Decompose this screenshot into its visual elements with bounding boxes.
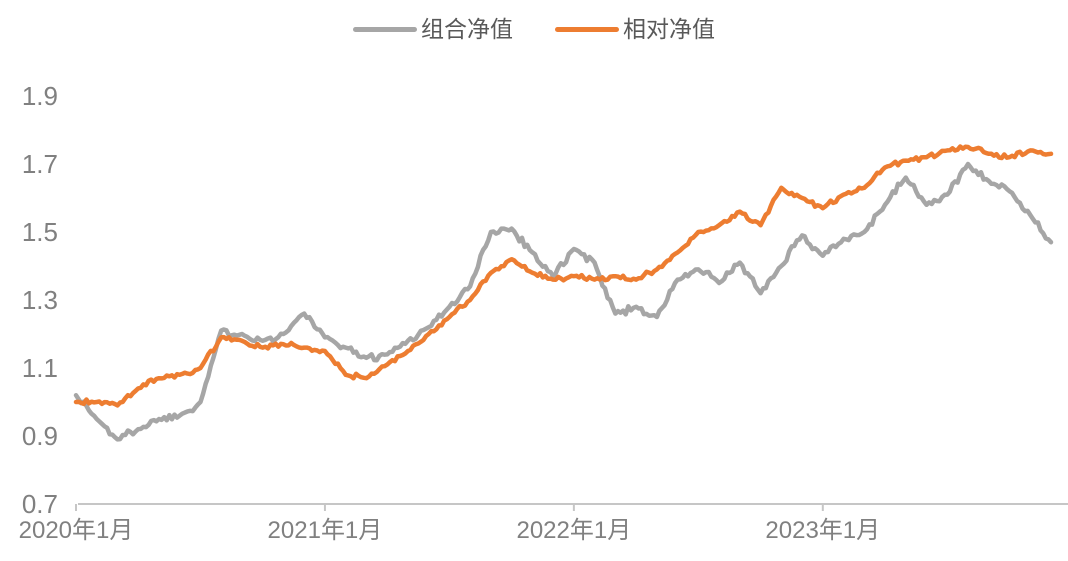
legend: 组合净值 相对净值 [0,18,1068,41]
y-tick-label: 0.9 [22,421,58,451]
y-tick-label: 1.9 [22,81,58,111]
legend-label-relative: 相对净值 [623,16,715,42]
y-tick-label: 1.7 [22,149,58,179]
x-tick-label: 2023年1月 [765,517,880,544]
x-tick-label: 2020年1月 [19,517,134,544]
y-tick-label: 1.3 [22,285,58,315]
series-line-relative [73,144,1054,408]
series-line-portfolio [73,161,1054,442]
y-tick-label: 1.1 [22,353,58,383]
legend-swatch-relative [555,27,619,32]
legend-item-relative: 相对净值 [555,18,715,41]
x-tick-label: 2022年1月 [516,517,631,544]
legend-swatch-portfolio [353,27,417,32]
x-tick-label: 2021年1月 [268,517,383,544]
legend-item-portfolio: 组合净值 [353,18,513,41]
y-tick-label: 1.5 [22,217,58,247]
legend-label-portfolio: 组合净值 [421,16,513,42]
y-tick-label: 0.7 [22,489,58,519]
